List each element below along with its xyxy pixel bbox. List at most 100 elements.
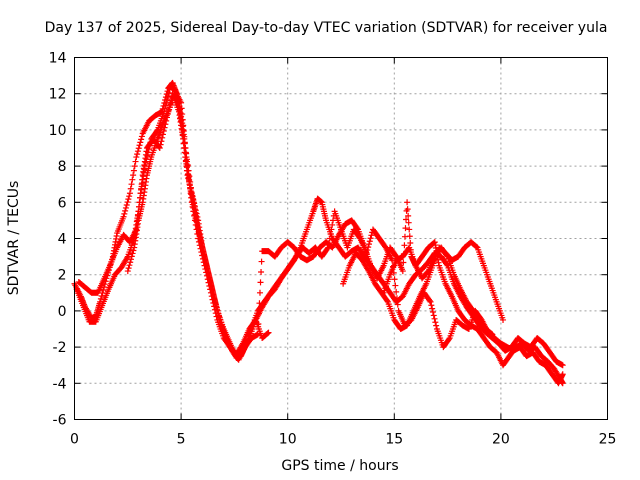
data-point	[156, 145, 163, 151]
chart-title: Day 137 of 2025, Sidereal Day-to-day VTE…	[45, 20, 608, 36]
data-point	[199, 255, 206, 262]
data-point	[194, 230, 201, 237]
data-point	[120, 213, 127, 220]
data-point	[394, 301, 401, 308]
data-point	[100, 287, 107, 294]
data-point	[163, 99, 170, 106]
data-point	[165, 92, 172, 99]
data-point	[364, 247, 371, 254]
data-point	[127, 256, 134, 263]
x-axis-ticks: 0 5 10 15 20 25	[70, 57, 617, 448]
data-point	[206, 283, 213, 290]
data-point	[123, 202, 130, 209]
data-point	[144, 152, 151, 159]
data-point	[402, 225, 409, 232]
data-point	[428, 302, 435, 309]
data-point	[122, 204, 129, 211]
data-point	[399, 268, 406, 275]
x-tick-label: 25	[599, 432, 617, 448]
data-point	[188, 199, 195, 206]
y-tick-label: -2	[53, 340, 67, 356]
data-point	[193, 226, 200, 233]
data-point	[132, 158, 139, 165]
data-point	[165, 89, 172, 96]
data-point	[327, 230, 334, 237]
x-tick-label: 10	[279, 432, 297, 448]
y-tick-label: 4	[58, 232, 67, 248]
data-point	[138, 133, 145, 140]
data-point	[258, 268, 265, 275]
data-point	[127, 259, 134, 266]
data-point	[195, 235, 202, 242]
data-point	[208, 293, 215, 300]
data-point	[264, 330, 271, 337]
y-tick-label: 8	[58, 159, 67, 175]
y-axis-label: SDTVAR / TECUs	[6, 181, 22, 296]
data-point	[146, 142, 153, 149]
data-point	[258, 258, 265, 265]
data-point	[191, 217, 198, 224]
data-point	[257, 279, 264, 286]
data-point	[133, 154, 140, 161]
x-tick-label: 20	[492, 432, 510, 448]
y-tick-label: -4	[53, 376, 67, 392]
data-point	[134, 148, 141, 155]
data-point	[129, 176, 136, 183]
data-point	[128, 253, 135, 260]
data-point	[126, 262, 133, 269]
data-point	[393, 295, 400, 302]
data-point	[365, 241, 372, 248]
data-point	[427, 298, 434, 305]
data-point	[157, 141, 164, 148]
series-track-6	[340, 239, 507, 332]
data-point	[122, 207, 129, 214]
data-point	[145, 146, 152, 153]
data-point	[194, 214, 201, 221]
data-point	[328, 226, 335, 233]
data-point	[392, 282, 399, 289]
data-point	[164, 96, 171, 103]
data-point	[189, 193, 196, 200]
data-point	[213, 313, 220, 320]
data-point	[365, 244, 372, 251]
data-point	[187, 184, 194, 191]
data-point	[391, 276, 398, 283]
data-point	[190, 208, 197, 215]
data-point	[195, 238, 202, 245]
data-point	[126, 190, 133, 197]
data-series	[71, 79, 566, 387]
data-point	[207, 289, 214, 296]
data-point	[404, 199, 411, 206]
data-point	[192, 221, 199, 228]
data-point	[142, 159, 149, 166]
data-point	[128, 181, 135, 188]
data-point	[403, 216, 410, 223]
data-point	[124, 254, 131, 261]
x-tick-label: 15	[385, 432, 403, 448]
data-point	[135, 145, 142, 152]
data-point	[368, 232, 375, 239]
data-point	[121, 210, 128, 217]
x-axis-label: GPS time / hours	[281, 458, 398, 474]
data-point	[161, 105, 168, 112]
data-point	[405, 212, 412, 219]
data-point	[366, 238, 373, 245]
data-point	[426, 297, 433, 304]
data-point	[433, 322, 440, 329]
data-point	[325, 244, 332, 251]
data-point	[130, 247, 137, 254]
data-point	[406, 226, 413, 233]
y-tick-label: -6	[53, 413, 67, 429]
y-tick-label: 6	[58, 195, 67, 211]
data-point	[205, 279, 212, 286]
series-track-1	[71, 79, 566, 369]
data-point	[393, 288, 400, 295]
y-tick-label: 0	[58, 304, 67, 320]
data-point	[189, 203, 196, 210]
data-point	[256, 289, 263, 296]
series-track-4	[124, 90, 272, 358]
data-point	[430, 312, 437, 319]
data-point	[488, 330, 495, 337]
data-point	[265, 329, 272, 336]
data-point	[138, 136, 145, 143]
